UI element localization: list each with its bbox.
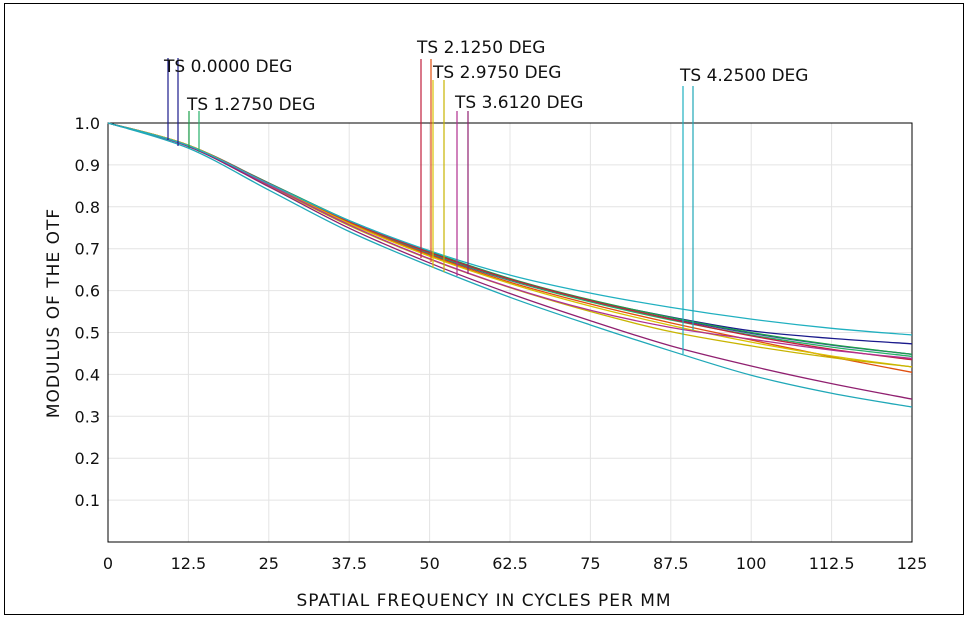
y-tick-label: 0.7 <box>75 240 100 259</box>
y-tick-label: 0.9 <box>75 156 100 175</box>
y-tick-label: 0.3 <box>75 407 100 426</box>
x-tick-label: 112.5 <box>809 554 855 573</box>
annotations: TS 0.0000 DEG TS 1.2750 DEG TS 2.1250 DEG T… <box>163 38 808 354</box>
x-tick-label: 62.5 <box>492 554 528 573</box>
annotation-label: TS 2.1250 DEG <box>416 38 545 58</box>
x-tick-label: 37.5 <box>331 554 367 573</box>
x-tick-label: 25 <box>259 554 279 573</box>
y-tick-labels: 0.1 0.2 0.3 0.4 0.5 0.6 0.7 0.8 0.9 1.0 <box>75 114 100 510</box>
y-tick-label: 0.8 <box>75 198 100 217</box>
x-tick-label: 50 <box>419 554 439 573</box>
x-tick-label: 100 <box>736 554 767 573</box>
x-tick-label: 75 <box>580 554 600 573</box>
x-tick-label: 125 <box>897 554 928 573</box>
y-tick-label: 0.6 <box>75 282 100 301</box>
annotation-label: TS 4.2500 DEG <box>679 66 808 86</box>
y-tick-label: 0.1 <box>75 491 100 510</box>
y-tick-label: 0.5 <box>75 324 100 343</box>
grid <box>108 123 912 542</box>
y-axis-label: MODULUS OF THE OTF <box>44 208 64 418</box>
y-tick-label: 0.4 <box>75 365 100 384</box>
x-tick-labels: 0 12.5 25 37.5 50 62.5 75 87.5 100 112.5 125 <box>103 554 927 573</box>
annotation-label: TS 0.0000 DEG <box>163 57 292 77</box>
x-tick-label: 0 <box>103 554 113 573</box>
annotation-label: TS 2.9750 DEG <box>432 63 561 83</box>
y-tick-label: 1.0 <box>75 114 100 133</box>
annotation-label: TS 3.6120 DEG <box>454 93 583 113</box>
otf-chart: TS 0.0000 DEG TS 1.2750 DEG TS 2.1250 DEG T… <box>0 0 970 625</box>
x-axis-label: SPATIAL FREQUENCY IN CYCLES PER MM <box>296 591 671 611</box>
y-tick-label: 0.2 <box>75 449 100 468</box>
x-tick-label: 12.5 <box>171 554 207 573</box>
annotation-label: TS 1.2750 DEG <box>186 95 315 115</box>
x-tick-label: 87.5 <box>653 554 689 573</box>
